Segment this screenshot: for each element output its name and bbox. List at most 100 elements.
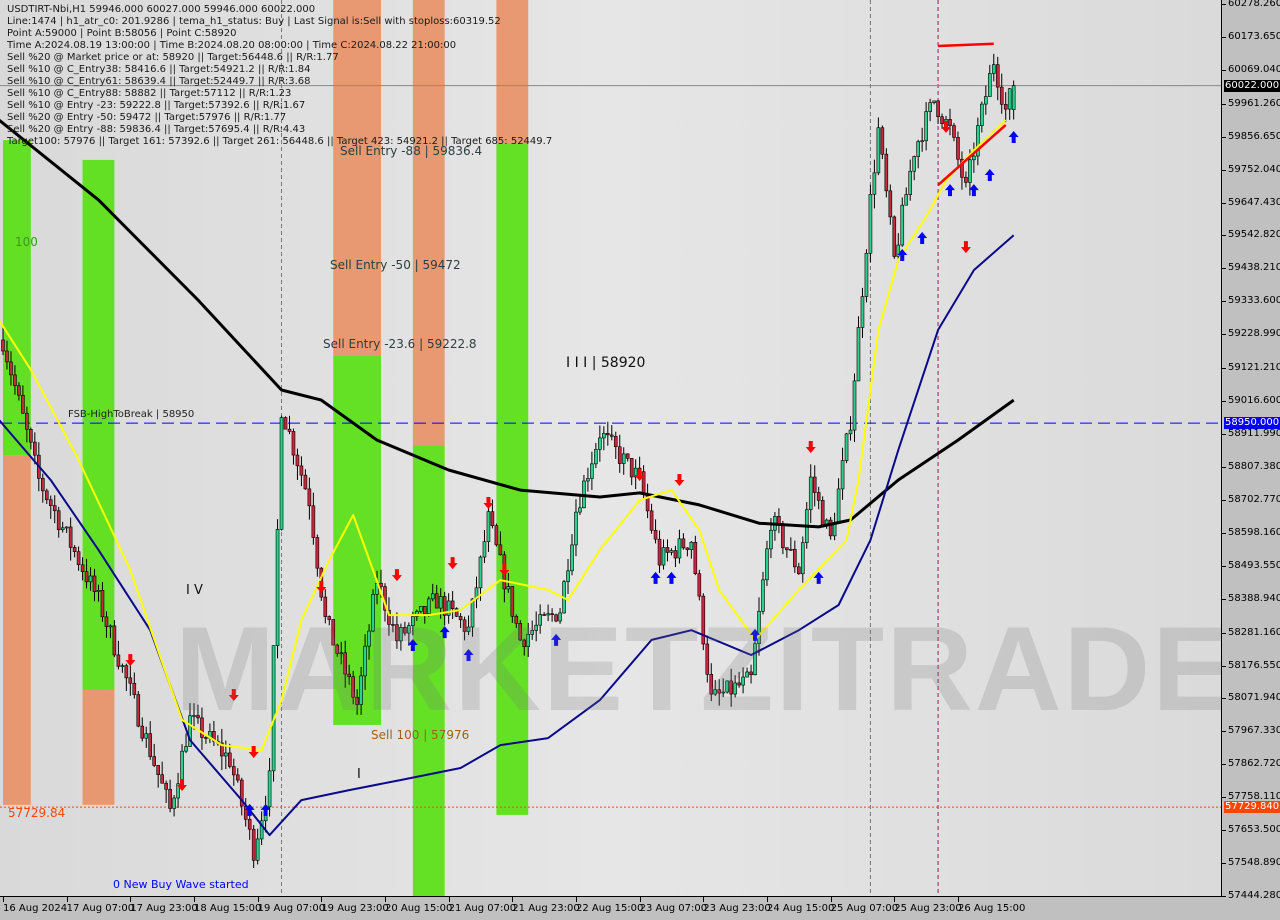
- bear-candle: [673, 550, 678, 559]
- bull-candle: [864, 252, 869, 297]
- bull-candle: [808, 476, 813, 510]
- y-tick-label: 58598.160: [1221, 527, 1280, 538]
- bear-candle: [220, 742, 224, 757]
- bear-candle: [685, 547, 690, 550]
- bear-candle: [693, 541, 698, 574]
- y-tick-label: 58176.550: [1221, 660, 1280, 671]
- bear-candle: [84, 571, 89, 583]
- price-chart[interactable]: MARKETZITRADE USDTIRT-Nbi,H1 59946.000 6…: [0, 0, 1222, 897]
- bull-candle: [991, 64, 996, 74]
- bear-candle: [13, 374, 17, 387]
- bull-candle: [180, 750, 184, 785]
- bear-candle: [613, 436, 618, 448]
- bear-candle: [820, 500, 825, 526]
- buy-arrow-icon: [463, 649, 474, 662]
- bull-candle: [725, 680, 729, 693]
- sell-arrow-icon: [228, 689, 239, 702]
- bear-candle: [25, 412, 29, 430]
- bear-candle: [542, 614, 546, 616]
- red-trend-line: [937, 124, 1007, 187]
- bear-candle: [550, 613, 554, 616]
- bull-candle: [275, 529, 280, 646]
- bear-candle: [936, 100, 940, 118]
- bear-candle: [128, 677, 133, 684]
- bull-candle: [757, 610, 761, 644]
- y-tick-label: 58702.770: [1221, 494, 1280, 505]
- y-tick-label: 58281.160: [1221, 627, 1280, 638]
- bear-candle: [892, 216, 897, 257]
- bull-candle: [753, 643, 757, 676]
- bear-candle: [701, 595, 706, 645]
- bull-candle: [570, 544, 574, 572]
- bear-candle: [156, 765, 160, 775]
- bull-candle: [558, 612, 562, 622]
- bear-candle: [331, 619, 336, 646]
- buy-arrow-icon: [945, 184, 956, 197]
- bull-candle: [482, 541, 487, 558]
- bull-candle: [259, 820, 264, 840]
- info-line: Sell %10 @ Entry -23: 59222.8 || Target:…: [7, 100, 306, 111]
- bull-candle: [470, 598, 475, 628]
- y-tick-label: 58911.990: [1221, 428, 1280, 439]
- bear-candle: [522, 639, 527, 647]
- bear-candle: [140, 725, 145, 739]
- y-tick-label: 59228.990: [1221, 328, 1280, 339]
- bull-candle: [633, 467, 638, 478]
- y-tick-label: 59438.210: [1221, 262, 1280, 273]
- bear-candle: [498, 544, 503, 556]
- signal-band-green: [3, 140, 31, 456]
- bear-candle: [454, 608, 459, 617]
- bull-candle: [411, 616, 415, 626]
- sell-arrow-icon: [316, 581, 327, 594]
- bear-candle: [112, 625, 117, 656]
- y-tick-label: 59961.260: [1221, 98, 1280, 109]
- x-tick-label: 20 Aug 15:00: [384, 897, 453, 914]
- x-tick-label: 21 Aug 23:00: [512, 897, 580, 914]
- bull-candle: [271, 645, 276, 772]
- info-line: Point A:59000 | Point B:58056 | Point C:…: [7, 28, 237, 39]
- x-tick-label: 17 Aug 23:00: [130, 897, 198, 914]
- bear-candle: [514, 615, 519, 624]
- bear-candle: [327, 616, 332, 620]
- bear-candle: [116, 654, 121, 667]
- bear-candle: [315, 537, 320, 569]
- bear-candle: [160, 774, 164, 784]
- chart-canvas: [0, 0, 1221, 896]
- bull-candle: [661, 547, 666, 566]
- bear-candle: [816, 492, 821, 501]
- new-wave-label: 0 New Buy Wave started: [113, 878, 249, 891]
- bear-candle: [287, 428, 292, 432]
- y-tick-label: 59856.650: [1221, 131, 1280, 142]
- bear-candle: [164, 782, 168, 790]
- bull-candle: [590, 463, 594, 479]
- bear-candle: [884, 153, 889, 192]
- info-line: Sell %10 @ C_Entry38: 58416.6 || Target:…: [7, 64, 311, 75]
- bear-candle: [52, 505, 57, 512]
- y-tick-label: 59333.600: [1221, 295, 1280, 306]
- bear-candle: [21, 394, 25, 414]
- bear-candle: [148, 733, 153, 757]
- sell-arrow-icon: [941, 120, 952, 133]
- bear-candle: [960, 158, 964, 178]
- bear-candle: [609, 434, 614, 437]
- bull-candle: [367, 630, 371, 647]
- bull-candle: [987, 73, 992, 97]
- signal-band-orange: [496, 0, 529, 143]
- bull-candle: [144, 733, 149, 739]
- x-tick-label: 19 Aug 07:00: [257, 897, 326, 914]
- ma-slow-line: [0, 118, 1015, 529]
- bear-candle: [697, 573, 702, 597]
- bear-candle: [749, 671, 753, 676]
- bear-candle: [29, 429, 33, 443]
- time-axis[interactable]: 16 Aug 2024 17 Aug 07:00 17 Aug 23:00 18 Au…: [0, 897, 1222, 920]
- x-tick-label: 21 Aug 07:00: [448, 897, 517, 914]
- bear-candle: [964, 176, 968, 183]
- bull-candle: [176, 783, 180, 799]
- price-axis[interactable]: 60278.260 60173.650 60069.040 59961.260 5985…: [1221, 0, 1280, 901]
- bull-candle: [255, 838, 260, 861]
- bull-candle: [904, 194, 909, 206]
- tema-line: [0, 119, 1007, 752]
- signal-band-orange: [333, 0, 382, 356]
- bear-candle: [347, 673, 351, 677]
- bear-candle: [434, 593, 439, 609]
